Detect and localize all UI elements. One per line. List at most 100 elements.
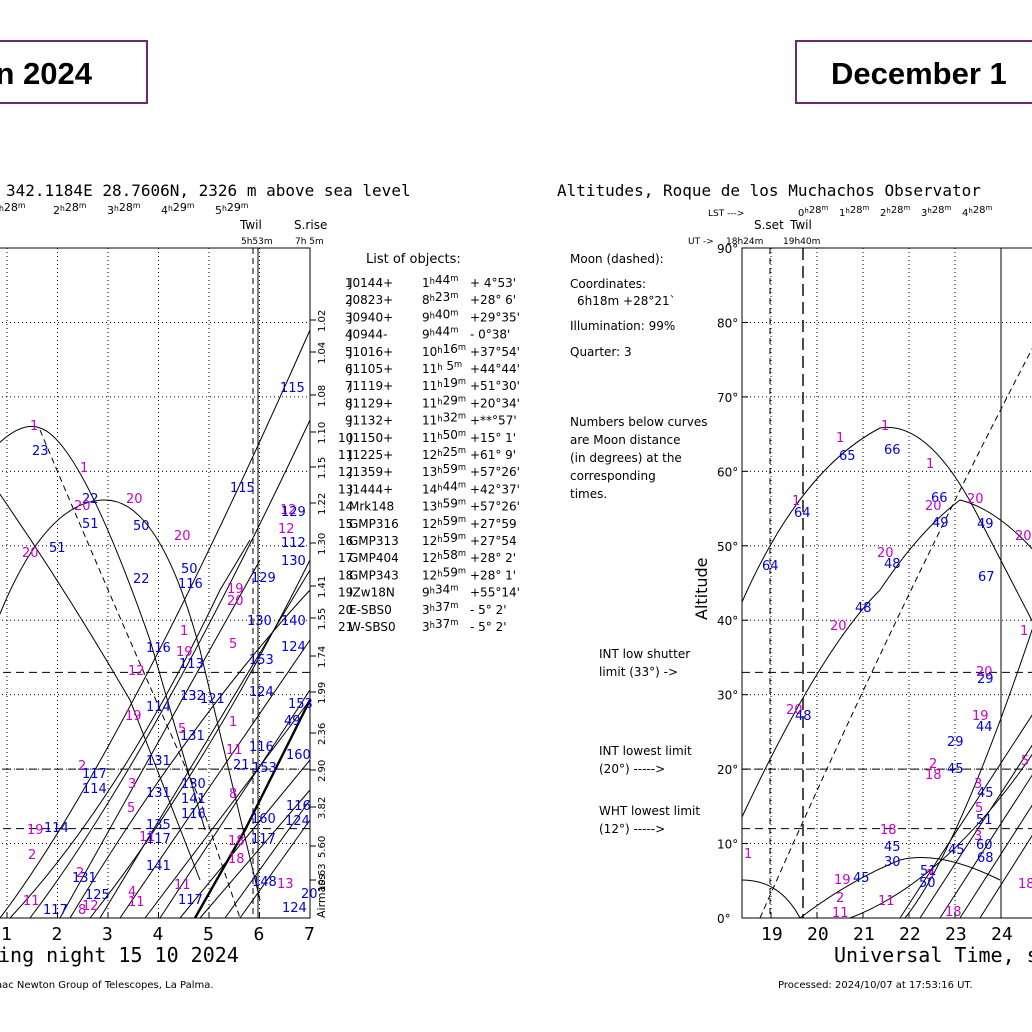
left-curve-label: 140	[281, 614, 306, 629]
right-x-tick-label: 21	[853, 924, 875, 945]
right-curve-label: 20	[830, 619, 847, 634]
object-ra: 12h59m	[422, 565, 466, 582]
object-name: J0940+	[348, 310, 393, 324]
left-altitude-curve	[224, 799, 311, 919]
right-curve-label: 50	[919, 876, 936, 891]
airmass-tick-label: 3.82	[317, 797, 328, 819]
moon-coords-label: Coordinates:	[570, 277, 646, 291]
left-curve-label: 114	[82, 782, 107, 797]
left-curve-label: 22	[82, 492, 99, 507]
left-curve-label: 19	[176, 645, 193, 660]
right-curve-label: 20	[877, 546, 894, 561]
right-panel-title: December 1	[795, 40, 1032, 104]
left-curve-label: 19	[27, 823, 44, 838]
airmass-tick-label: 1.30	[317, 533, 328, 555]
left-curve-label: 12	[278, 522, 295, 537]
right-altitude-curve	[849, 753, 1032, 919]
object-number: 17	[338, 551, 353, 565]
object-name: E-SBS0	[349, 603, 392, 617]
wht-lowest-2: (12°) ----->	[599, 822, 665, 836]
right-y-label: Altitude	[692, 557, 711, 620]
int-lowest-1: INT lowest limit	[599, 744, 692, 758]
object-dec: +28° 1'	[470, 568, 516, 582]
right-lst-value: 0h28m	[798, 204, 829, 219]
left-curve-label: 3	[128, 777, 136, 792]
object-ra: 11h32m	[422, 411, 466, 428]
left-curve-label: 130	[181, 777, 206, 792]
right-x-tick-label: 20	[807, 924, 829, 945]
object-dec: +15° 1'	[470, 431, 516, 445]
right-moon-curve	[759, 348, 1032, 919]
right-curve-label: 66	[884, 443, 901, 458]
left-curve-label: 116	[146, 641, 171, 656]
int-low-shutter-1: INT low shutter	[599, 647, 690, 661]
left-curve-label: 117	[82, 767, 107, 782]
right-curve-label: 1	[792, 494, 800, 509]
airmass-tick-label: 1.55	[317, 608, 328, 630]
right-curve-label: 49	[977, 517, 994, 532]
right-curve-label: 20	[976, 665, 993, 680]
left-curve-label: 130	[247, 614, 272, 629]
left-x-tick-label: 1	[1, 924, 12, 945]
left-lst-value: 3h28m	[107, 201, 140, 217]
object-dec: +55°14'	[470, 586, 520, 600]
left-curve-label: 125	[85, 888, 110, 903]
left-twil-label: Twil	[239, 218, 262, 232]
left-curve-label: 112	[281, 536, 306, 551]
object-ra: 11h19m	[422, 376, 466, 393]
object-number: 1	[345, 276, 353, 290]
airmass-tick-label: 1.10	[317, 422, 328, 444]
object-dec: +20°34'	[470, 396, 520, 410]
right-x-tick-label: 23	[945, 924, 967, 945]
right-curve-label: 49	[932, 516, 949, 531]
left-curve-label: 115	[280, 381, 305, 396]
right-lst-label: LST --->	[708, 209, 744, 219]
left-curve-label: 18	[228, 852, 245, 867]
left-curve-label: 115	[230, 481, 255, 496]
right-curve-label: 1	[744, 847, 752, 862]
left-altitude-curve	[159, 689, 311, 919]
right-y-tick-label: 20°	[717, 763, 738, 777]
moon-illumination: Illumination: 99%	[570, 319, 675, 333]
airmass-tick-label: 1.02	[317, 310, 328, 332]
left-curve-label: 13	[277, 877, 294, 892]
left-lst-value: 2h28m	[53, 201, 86, 217]
left-curve-label: 160	[286, 748, 311, 763]
left-curve-label: 116	[286, 799, 311, 814]
object-name: J1105+	[348, 362, 393, 376]
object-number: 16	[338, 534, 353, 548]
right-curve-label: 20	[925, 499, 942, 514]
right-twil-time: 19h40m	[783, 237, 820, 247]
left-curve-label: 131	[180, 729, 205, 744]
right-chart: Altitudes, Roque de los Muchachos Observ…	[557, 181, 1032, 991]
object-ra: 10h16m	[422, 342, 466, 359]
left-curve-label: 19	[227, 582, 244, 597]
right-curve-label: 65	[839, 449, 856, 464]
object-name: J0823+	[348, 293, 393, 307]
right-curve-label: 1	[836, 431, 844, 446]
right-y-tick-label: 40°	[717, 614, 738, 628]
right-curve-label: 20	[786, 703, 803, 718]
airmass-tick-label: 1.08	[317, 385, 328, 407]
left-panel-title: n 2024	[0, 40, 148, 104]
object-number: 14	[338, 500, 353, 514]
left-curve-label: 153	[249, 653, 274, 668]
object-number: 9	[345, 414, 353, 428]
left-altitude-curve	[179, 759, 311, 919]
object-number: 11	[338, 448, 353, 462]
right-curve-label: 1	[881, 419, 889, 434]
right-curve-label: 5	[975, 801, 983, 816]
right-curve-label: 18	[1018, 877, 1032, 892]
object-dec: +51°30'	[470, 379, 520, 393]
object-number: 18	[338, 568, 353, 582]
right-curve-label: 30	[884, 855, 901, 870]
right-curve-label: 48	[884, 557, 901, 572]
left-curve-label: 117	[178, 893, 203, 908]
right-curve-label: 19	[834, 873, 851, 888]
left-curve-label: 124	[281, 640, 306, 655]
left-thick-curve	[193, 699, 312, 919]
left-srise-label: S.rise	[294, 218, 327, 232]
